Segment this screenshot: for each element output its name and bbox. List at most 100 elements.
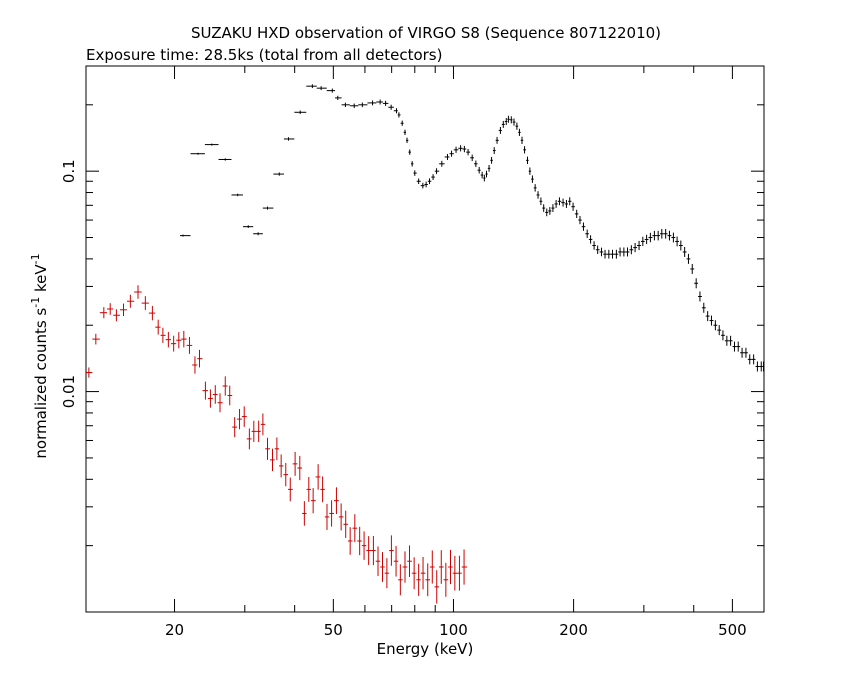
data-point xyxy=(487,164,491,172)
data-point xyxy=(251,420,257,442)
data-point xyxy=(119,303,127,317)
x-tick-label: 20 xyxy=(165,621,184,639)
data-point xyxy=(564,199,569,208)
data-point xyxy=(633,243,638,253)
data-point xyxy=(99,307,108,319)
data-point xyxy=(477,166,481,174)
data-point xyxy=(202,381,208,400)
y-tick-label: 0.1 xyxy=(60,159,78,183)
y-tick-label: 0.01 xyxy=(60,375,78,408)
data-point xyxy=(449,150,454,157)
y-axis-label-main: normalized counts s xyxy=(32,308,50,459)
data-point xyxy=(690,263,695,274)
data-point xyxy=(453,146,459,153)
data-point xyxy=(237,409,242,430)
data-point xyxy=(629,245,634,255)
data-point xyxy=(526,156,529,164)
data-point xyxy=(227,385,233,406)
data-point xyxy=(495,136,499,144)
data-point xyxy=(501,120,505,128)
data-point xyxy=(694,278,699,289)
data-point xyxy=(218,158,232,161)
data-point xyxy=(246,428,252,450)
data-point xyxy=(86,367,93,378)
data-point xyxy=(452,555,458,591)
data-point xyxy=(536,191,540,199)
data-point xyxy=(595,245,600,255)
data-point xyxy=(141,296,149,311)
data-point xyxy=(160,327,166,343)
data-point xyxy=(656,230,660,241)
data-point xyxy=(380,552,385,582)
data-point xyxy=(581,222,586,231)
data-point xyxy=(382,100,389,106)
data-point xyxy=(439,550,444,584)
data-point xyxy=(736,341,741,352)
data-point xyxy=(334,487,339,514)
data-point xyxy=(588,235,593,244)
data-point xyxy=(747,354,752,365)
data-point xyxy=(283,462,289,487)
data-point xyxy=(434,570,439,604)
data-point xyxy=(341,102,350,107)
data-point xyxy=(270,448,275,472)
data-point xyxy=(302,501,307,526)
data-point xyxy=(539,197,543,206)
data-point xyxy=(403,129,407,136)
data-point xyxy=(759,361,763,372)
data-point xyxy=(610,249,615,259)
data-point xyxy=(507,115,510,123)
plot-frame xyxy=(85,65,765,613)
y-axis-label-mid: keV xyxy=(32,264,50,297)
data-point xyxy=(523,146,527,154)
data-point xyxy=(256,420,261,443)
data-point xyxy=(678,240,683,251)
data-point xyxy=(439,160,445,167)
data-point xyxy=(585,229,589,238)
data-point xyxy=(416,178,421,185)
data-point xyxy=(724,335,729,346)
data-point xyxy=(444,153,450,160)
data-point xyxy=(316,86,327,91)
data-point xyxy=(113,309,120,322)
data-point xyxy=(416,563,421,596)
data-point xyxy=(531,175,534,183)
data-point xyxy=(592,241,596,250)
data-point xyxy=(448,549,453,585)
data-point xyxy=(231,193,243,197)
data-point xyxy=(675,236,679,247)
data-point xyxy=(262,206,274,210)
data-point xyxy=(744,347,748,358)
data-point xyxy=(126,294,135,308)
data-point xyxy=(721,330,725,341)
data-point xyxy=(732,341,737,352)
data-point xyxy=(492,147,496,154)
data-point xyxy=(480,171,484,179)
data-point xyxy=(420,556,426,590)
data-point xyxy=(192,356,198,374)
data-point xyxy=(659,228,664,239)
data-point xyxy=(190,152,205,155)
data-point xyxy=(542,204,546,212)
data-point xyxy=(728,335,733,346)
data-point xyxy=(490,156,493,164)
data-point xyxy=(574,209,579,218)
x-tick-label: 200 xyxy=(559,621,588,639)
data-point xyxy=(407,545,412,577)
data-point xyxy=(751,354,756,365)
data-point xyxy=(466,148,471,156)
data-point xyxy=(762,361,765,372)
data-point xyxy=(599,247,604,257)
data-point xyxy=(171,335,177,352)
data-point xyxy=(92,333,100,345)
data-point xyxy=(682,246,687,257)
data-point xyxy=(283,137,295,141)
data-point xyxy=(701,302,706,313)
data-point xyxy=(165,331,172,348)
data-point xyxy=(457,555,462,591)
data-point xyxy=(402,551,408,583)
data-point xyxy=(425,563,431,597)
data-point xyxy=(408,149,411,155)
series-black xyxy=(179,84,765,372)
data-point xyxy=(713,320,718,331)
